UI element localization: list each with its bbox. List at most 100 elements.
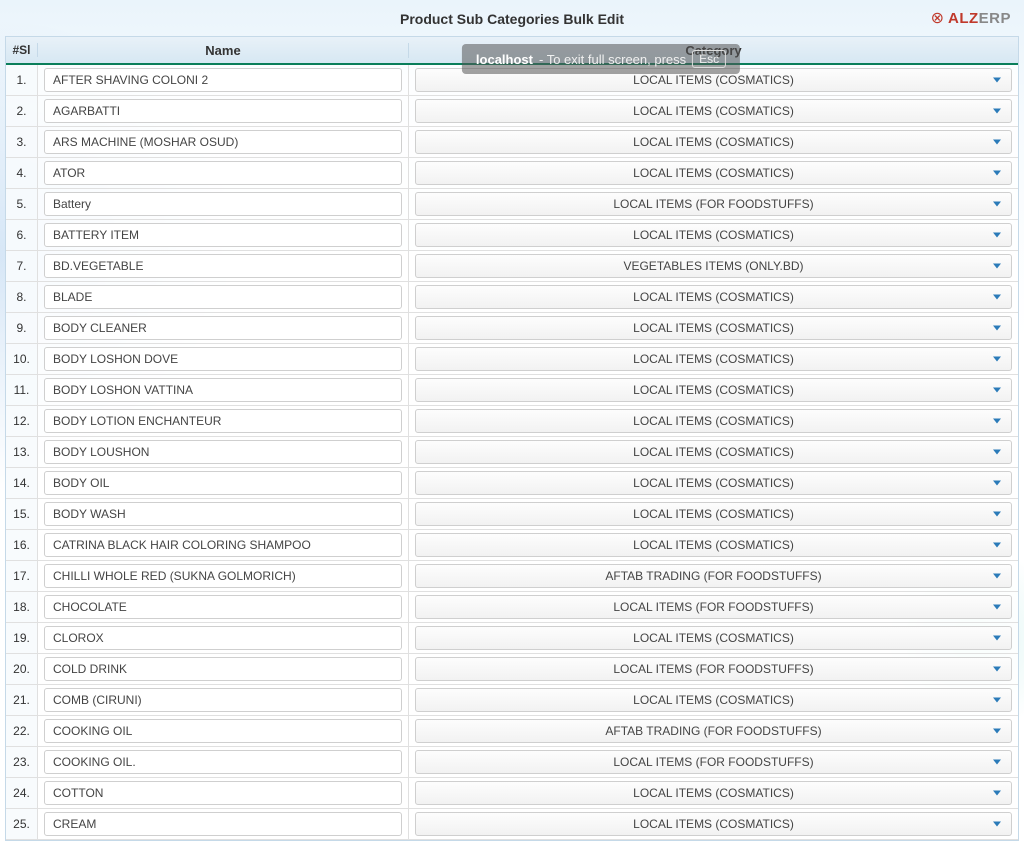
category-select[interactable]: LOCAL ITEMS (COSMATICS) [415,626,1012,650]
category-select[interactable]: LOCAL ITEMS (COSMATICS) [415,161,1012,185]
cell-name [38,127,409,157]
category-select[interactable]: LOCAL ITEMS (COSMATICS) [415,99,1012,123]
name-input[interactable] [44,378,402,402]
chevron-down-icon [993,202,1001,207]
category-select[interactable]: LOCAL ITEMS (FOR FOODSTUFFS) [415,750,1012,774]
category-select[interactable]: LOCAL ITEMS (FOR FOODSTUFFS) [415,657,1012,681]
table-row: 4.LOCAL ITEMS (COSMATICS) [6,158,1018,189]
chevron-down-icon [993,264,1001,269]
category-select[interactable]: LOCAL ITEMS (COSMATICS) [415,130,1012,154]
category-select[interactable]: AFTAB TRADING (FOR FOODSTUFFS) [415,719,1012,743]
name-input[interactable] [44,130,402,154]
name-input[interactable] [44,409,402,433]
cell-si: 8. [6,282,38,312]
chevron-down-icon [993,605,1001,610]
name-input[interactable] [44,812,402,836]
name-input[interactable] [44,719,402,743]
cell-category: LOCAL ITEMS (COSMATICS) [409,127,1018,157]
chevron-down-icon [993,357,1001,362]
banner-message: - To exit full screen, press [539,52,686,67]
cell-category: LOCAL ITEMS (COSMATICS) [409,344,1018,374]
category-select[interactable]: LOCAL ITEMS (COSMATICS) [415,440,1012,464]
cell-si: 10. [6,344,38,374]
cell-category: LOCAL ITEMS (COSMATICS) [409,313,1018,343]
name-input[interactable] [44,502,402,526]
cell-category: LOCAL ITEMS (COSMATICS) [409,468,1018,498]
category-select[interactable]: LOCAL ITEMS (COSMATICS) [415,781,1012,805]
table-row: 12.LOCAL ITEMS (COSMATICS) [6,406,1018,437]
category-select[interactable]: LOCAL ITEMS (COSMATICS) [415,223,1012,247]
cell-si: 11. [6,375,38,405]
name-input[interactable] [44,316,402,340]
chevron-down-icon [993,667,1001,672]
category-select[interactable]: LOCAL ITEMS (COSMATICS) [415,688,1012,712]
chevron-down-icon [993,233,1001,238]
chevron-down-icon [993,78,1001,83]
category-select[interactable]: LOCAL ITEMS (FOR FOODSTUFFS) [415,192,1012,216]
category-select[interactable]: VEGETABLES ITEMS (ONLY.BD) [415,254,1012,278]
name-input[interactable] [44,626,402,650]
name-input[interactable] [44,99,402,123]
cell-name [38,158,409,188]
name-input[interactable] [44,192,402,216]
cell-name [38,561,409,591]
table-row: 17. AFTAB TRADING (FOR FOODSTUFFS) [6,561,1018,592]
name-input[interactable] [44,657,402,681]
table-row: 24.LOCAL ITEMS (COSMATICS) [6,778,1018,809]
name-input[interactable] [44,564,402,588]
name-input[interactable] [44,781,402,805]
category-select[interactable]: LOCAL ITEMS (COSMATICS) [415,812,1012,836]
category-select-value: LOCAL ITEMS (COSMATICS) [633,507,794,521]
category-select-value: LOCAL ITEMS (FOR FOODSTUFFS) [613,662,813,676]
cell-name [38,778,409,808]
chevron-down-icon [993,388,1001,393]
category-select[interactable]: AFTAB TRADING (FOR FOODSTUFFS) [415,564,1012,588]
name-input[interactable] [44,440,402,464]
cell-category: VEGETABLES ITEMS (ONLY.BD) [409,251,1018,281]
category-select-value: LOCAL ITEMS (COSMATICS) [633,228,794,242]
cell-category: LOCAL ITEMS (FOR FOODSTUFFS) [409,747,1018,777]
name-input[interactable] [44,285,402,309]
cell-name [38,65,409,95]
category-select-value: LOCAL ITEMS (FOR FOODSTUFFS) [613,600,813,614]
logo-text-red: ALZ [948,10,979,27]
chevron-down-icon [993,698,1001,703]
name-input[interactable] [44,68,402,92]
category-select-value: LOCAL ITEMS (COSMATICS) [633,445,794,459]
data-table: #Sl Name Category 1.LOCAL ITEMS (COSMATI… [5,36,1019,841]
category-select[interactable]: LOCAL ITEMS (FOR FOODSTUFFS) [415,595,1012,619]
cell-name [38,189,409,219]
category-select[interactable]: LOCAL ITEMS (COSMATICS) [415,471,1012,495]
category-select[interactable]: LOCAL ITEMS (COSMATICS) [415,285,1012,309]
cell-name [38,499,409,529]
fullscreen-exit-banner: localhost - To exit full screen, press E… [462,44,740,74]
cell-si: 1. [6,65,38,95]
category-select[interactable]: LOCAL ITEMS (COSMATICS) [415,502,1012,526]
name-input[interactable] [44,750,402,774]
table-row: 10. LOCAL ITEMS (COSMATICS) [6,344,1018,375]
name-input[interactable] [44,161,402,185]
category-select-value: AFTAB TRADING (FOR FOODSTUFFS) [605,724,821,738]
category-select[interactable]: LOCAL ITEMS (COSMATICS) [415,378,1012,402]
name-input[interactable] [44,471,402,495]
chevron-down-icon [993,109,1001,114]
cell-category: LOCAL ITEMS (COSMATICS) [409,778,1018,808]
name-input[interactable] [44,254,402,278]
name-input[interactable] [44,223,402,247]
banner-host: localhost [476,52,533,67]
name-input[interactable] [44,347,402,371]
category-select[interactable]: LOCAL ITEMS (COSMATICS) [415,409,1012,433]
category-select[interactable]: LOCAL ITEMS (COSMATICS) [415,316,1012,340]
category-select[interactable]: LOCAL ITEMS (COSMATICS) [415,347,1012,371]
cell-si: 16. [6,530,38,560]
name-input[interactable] [44,688,402,712]
cell-category: LOCAL ITEMS (FOR FOODSTUFFS) [409,592,1018,622]
name-input[interactable] [44,595,402,619]
cell-si: 17. [6,561,38,591]
table-row: 22.AFTAB TRADING (FOR FOODSTUFFS) [6,716,1018,747]
category-select[interactable]: LOCAL ITEMS (COSMATICS) [415,533,1012,557]
chevron-down-icon [993,822,1001,827]
name-input[interactable] [44,533,402,557]
logo-text-gray: ERP [979,10,1011,27]
category-select-value: LOCAL ITEMS (COSMATICS) [633,693,794,707]
